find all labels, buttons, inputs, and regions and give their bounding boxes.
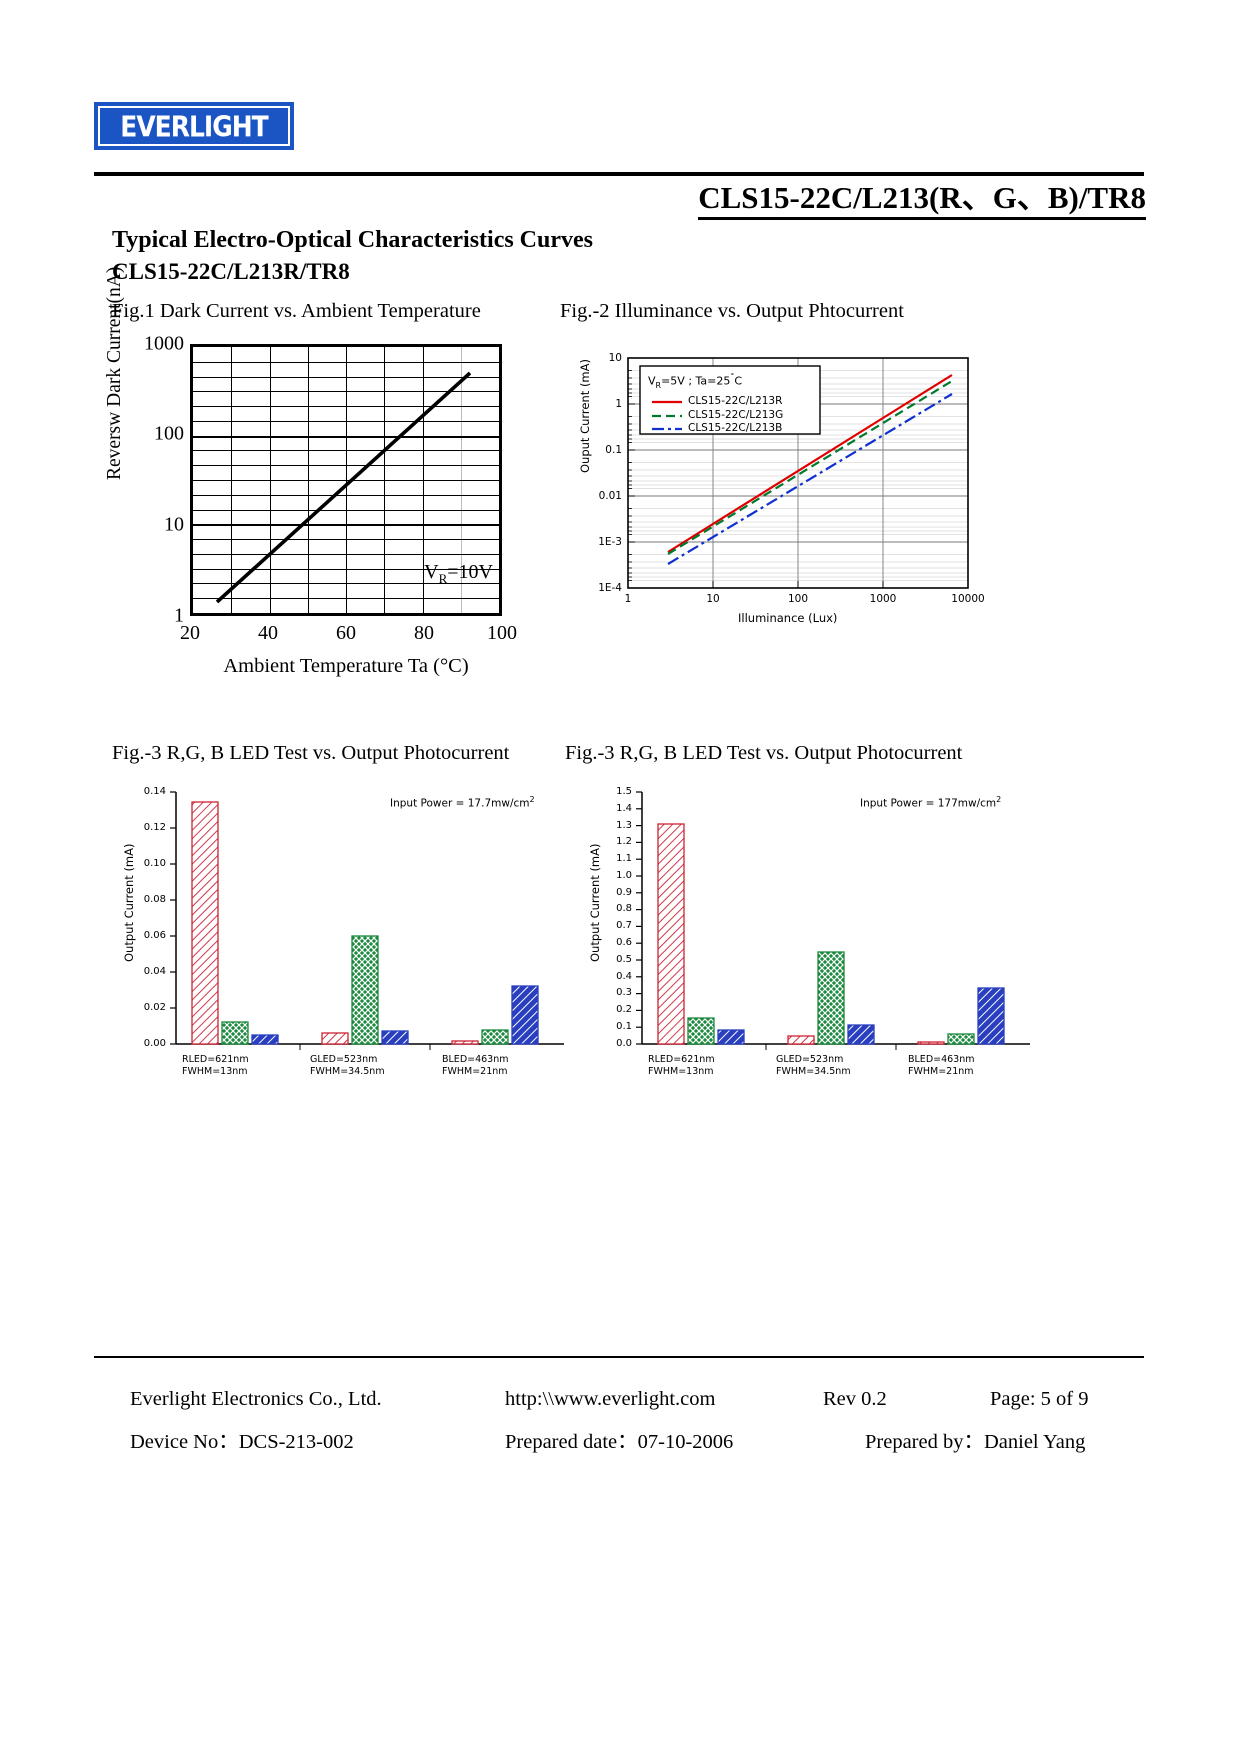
logo-text: EVERLIGHT bbox=[120, 109, 268, 143]
fig4-ytick-11: 1.1 bbox=[616, 853, 632, 864]
footer-divider bbox=[94, 1356, 1144, 1358]
fig3-ytick-7: 0.14 bbox=[143, 786, 166, 797]
fig3-y-axis-title: Output Current (mA) bbox=[122, 843, 136, 963]
fig4-group-label-g: GLED=523nm FWHM=34.5nm bbox=[776, 1054, 851, 1077]
fig2-ytick-1e-4: 1E-4 bbox=[598, 582, 622, 594]
fig3-ytick-5: 0.10 bbox=[143, 858, 166, 869]
fig1-xtick-100: 100 bbox=[487, 622, 517, 644]
fig4-ytick-3: 0.3 bbox=[616, 987, 632, 998]
fig2-ytick-1: 1 bbox=[615, 398, 622, 410]
footer-company: Everlight Electronics Co., Ltd. bbox=[130, 1388, 382, 1410]
fig4-ytick-7: 0.7 bbox=[616, 920, 632, 931]
fig2-svg bbox=[627, 357, 969, 589]
fig1-xtick-20: 20 bbox=[180, 622, 200, 644]
fig1-xtick-80: 80 bbox=[414, 622, 434, 644]
section-title: Typical Electro-Optical Characteristics … bbox=[112, 227, 594, 253]
fig3-ytick-0: 0.00 bbox=[143, 1038, 166, 1049]
fig4-caption: Fig.-3 R,G, B LED Test vs. Output Photoc… bbox=[565, 742, 963, 764]
fig2-legend-box bbox=[639, 365, 821, 435]
fig4-ytick-13: 1.3 bbox=[616, 820, 632, 831]
fig2-xtick-1: 1 bbox=[624, 593, 632, 605]
fig2-caption: Fig.-2 Illuminance vs. Output Phtocurren… bbox=[560, 300, 904, 322]
fig2-y-axis-title: Ouput Current (mA) bbox=[578, 359, 592, 473]
fig3-ytick-6: 0.12 bbox=[143, 822, 166, 833]
fig4-chart: Input Power = 177mw/cm2 0.0 0.1 0.2 0.3 … bbox=[570, 782, 1040, 1102]
fig2-chart: VR=5V ; Ta=25˚C CLS15-22C/L213R CLS15-22… bbox=[560, 330, 1020, 685]
footer-prepared-by: Prepared by：Daniel Yang bbox=[865, 1431, 1086, 1453]
everlight-logo: EVERLIGHT bbox=[94, 102, 294, 150]
fig4-ytick-0: 0.0 bbox=[616, 1038, 632, 1049]
fig4-ytick-5: 0.5 bbox=[616, 954, 632, 965]
fig4-ytick-6: 0.6 bbox=[616, 937, 632, 948]
fig3-ytick-3: 0.06 bbox=[143, 930, 166, 941]
fig4-y-axis-title: Output Current (mA) bbox=[588, 843, 602, 963]
footer-device-no: Device No：DCS-213-002 bbox=[130, 1431, 354, 1453]
fig1-xtick-60: 60 bbox=[336, 622, 356, 644]
fig1-caption: Fig.1 Dark Current vs. Ambient Temperatu… bbox=[112, 300, 481, 322]
fig2-xtick-100: 100 bbox=[787, 593, 809, 605]
fig3-caption: Fig.-3 R,G, B LED Test vs. Output Photoc… bbox=[112, 742, 510, 764]
fig1-x-axis-title: Ambient Temperature Ta (°C) bbox=[223, 655, 469, 677]
fig4-svg bbox=[636, 791, 1030, 1050]
fig3-ytick-1: 0.02 bbox=[143, 1002, 166, 1013]
fig1-ytick-100: 100 bbox=[154, 422, 184, 445]
fig3-ytick-4: 0.08 bbox=[143, 894, 166, 905]
fig2-ytick-0.01: 0.01 bbox=[598, 490, 622, 502]
fig1-ytick-1: 1 bbox=[174, 604, 184, 627]
fig2-xtick-1000: 1000 bbox=[869, 593, 897, 605]
fig1-y-axis-title: Reversw Dark Current(nA) bbox=[104, 266, 125, 480]
fig2-xtick-10: 10 bbox=[706, 593, 720, 605]
fig1-annotation: VR=10V bbox=[424, 561, 493, 586]
footer-website[interactable]: http:\\www.everlight.com bbox=[505, 1388, 716, 1410]
fig2-ytick-10: 10 bbox=[608, 352, 622, 364]
fig4-annotation: Input Power = 177mw/cm2 bbox=[860, 795, 1002, 810]
fig4-ytick-14: 1.4 bbox=[616, 803, 632, 814]
fig1-data-line bbox=[215, 371, 472, 604]
fig4-group-label-r: RLED=621nm FWHM=13nm bbox=[648, 1054, 715, 1077]
fig4-group-label-b: BLED=463nm FWHM=21nm bbox=[908, 1054, 975, 1077]
fig4-ytick-10: 1.0 bbox=[616, 870, 632, 881]
fig3-group-label-r: RLED=621nm FWHM=13nm bbox=[182, 1054, 249, 1077]
fig4-ytick-2: 0.2 bbox=[616, 1004, 632, 1015]
fig2-x-axis-title: Illuminance (Lux) bbox=[738, 611, 838, 625]
fig1-xtick-40: 40 bbox=[258, 622, 278, 644]
footer-page: Page: 5 of 9 bbox=[990, 1388, 1089, 1410]
fig3-group-label-b: BLED=463nm FWHM=21nm bbox=[442, 1054, 509, 1077]
fig4-ytick-1: 0.1 bbox=[616, 1021, 632, 1032]
fig3-ytick-2: 0.04 bbox=[143, 966, 166, 977]
fig2-legend-label-g: CLS15-22C/L213G bbox=[688, 409, 784, 421]
fig2-ytick-0.1: 0.1 bbox=[605, 444, 622, 456]
fig4-ytick-8: 0.8 bbox=[616, 903, 632, 914]
fig4-ytick-4: 0.4 bbox=[616, 971, 632, 982]
fig2-conditions: VR=5V ; Ta=25˚C bbox=[648, 373, 743, 390]
fig3-group-label-g: GLED=523nm FWHM=34.5nm bbox=[310, 1054, 385, 1077]
fig1-ytick-10: 10 bbox=[164, 513, 184, 536]
logo-frame: EVERLIGHT bbox=[98, 106, 290, 146]
fig1-plot-area: VR=10V bbox=[190, 344, 502, 616]
footer-revision: Rev 0.2 bbox=[823, 1388, 887, 1410]
section-subtitle: CLS15-22C/L213R/TR8 bbox=[112, 259, 350, 284]
fig3-annotation: Input Power = 17.7mw/cm2 bbox=[390, 795, 535, 810]
header-divider bbox=[94, 172, 1144, 176]
fig1-ytick-1000: 1000 bbox=[144, 332, 184, 355]
fig4-ytick-9: 0.9 bbox=[616, 887, 632, 898]
fig2-legend-label-b: CLS15-22C/L213B bbox=[688, 422, 783, 434]
fig3-chart: Input Power = 17.7mw/cm2 0.00 0.02 0.04 … bbox=[104, 782, 574, 1102]
fig3-svg bbox=[170, 791, 564, 1050]
fig4-ytick-15: 1.5 bbox=[616, 786, 632, 797]
page-title: CLS15-22C/L213(R、G、B)/TR8 bbox=[698, 180, 1146, 220]
fig2-xtick-10000: 10000 bbox=[951, 593, 985, 605]
fig2-ytick-1e-3: 1E-3 bbox=[598, 536, 622, 548]
fig1-chart: Reversw Dark Current(nA) bbox=[104, 267, 542, 685]
footer-prepared-date: Prepared date：07-10-2006 bbox=[505, 1431, 734, 1453]
fig4-ytick-12: 1.2 bbox=[616, 836, 632, 847]
fig2-legend-label-r: CLS15-22C/L213R bbox=[688, 395, 783, 407]
